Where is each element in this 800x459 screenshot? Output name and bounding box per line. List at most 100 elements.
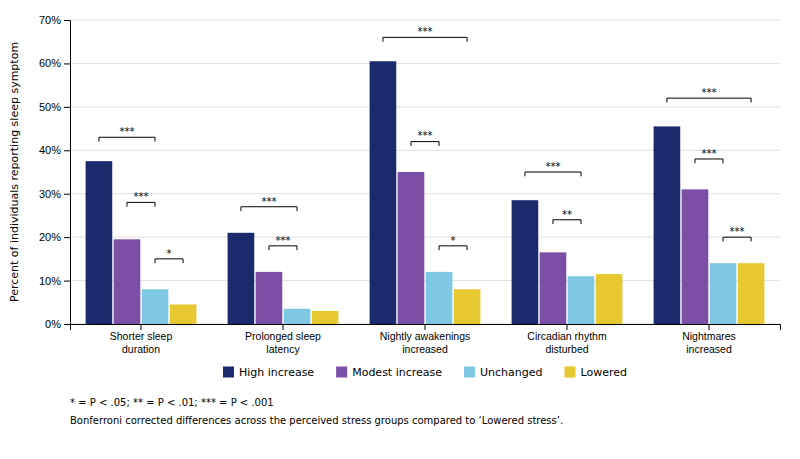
legend-label: Lowered bbox=[581, 366, 627, 379]
bracket: ** bbox=[553, 209, 581, 225]
legend-item: Lowered bbox=[565, 366, 627, 379]
y-tick-label: 40% bbox=[39, 144, 61, 156]
bracket-line bbox=[99, 137, 155, 141]
y-tick-label: 50% bbox=[39, 101, 61, 113]
y-tick: 40% bbox=[39, 144, 70, 156]
x-tick-label-line: latency bbox=[266, 343, 300, 355]
y-tick-label: 60% bbox=[39, 57, 61, 69]
bracket: *** bbox=[723, 226, 751, 242]
x-tick-label-line: Prolonged sleep bbox=[245, 330, 321, 342]
bracket-label: *** bbox=[276, 235, 291, 246]
bracket-line bbox=[723, 237, 751, 241]
bracket-line bbox=[695, 159, 723, 163]
bracket-line bbox=[155, 259, 183, 263]
legend-swatch bbox=[565, 367, 576, 378]
bracket: *** bbox=[525, 161, 581, 177]
grid-line bbox=[70, 63, 780, 64]
chart: 0%10%20%30%40%50%60%70%Shorter sleepdura… bbox=[0, 0, 800, 459]
x-tick: Circadian rhythmdisturbed bbox=[527, 324, 607, 355]
bar bbox=[142, 289, 169, 324]
bar bbox=[568, 276, 595, 324]
y-tick-label: 30% bbox=[39, 188, 61, 200]
x-tick-mark bbox=[709, 324, 710, 330]
bar bbox=[596, 274, 623, 324]
x-tick-mark bbox=[425, 324, 426, 330]
y-tick-mark bbox=[64, 194, 70, 195]
bar bbox=[256, 272, 283, 324]
bracket-line bbox=[127, 202, 155, 206]
legend-swatch bbox=[223, 367, 234, 378]
y-tick: 50% bbox=[39, 101, 70, 113]
y-tick-mark bbox=[64, 63, 70, 64]
bracket-label: *** bbox=[545, 161, 560, 172]
legend-swatch bbox=[464, 367, 475, 378]
bar bbox=[654, 126, 681, 324]
grid-line bbox=[70, 106, 780, 107]
bar bbox=[710, 263, 737, 324]
bracket-label: *** bbox=[261, 196, 276, 207]
bracket: * bbox=[439, 235, 467, 251]
bracket-label: *** bbox=[702, 148, 717, 159]
bracket-line bbox=[383, 37, 467, 41]
y-axis-line bbox=[64, 21, 71, 325]
bracket: *** bbox=[695, 148, 723, 164]
bracket-label: * bbox=[167, 248, 172, 259]
bracket-label: *** bbox=[702, 87, 717, 98]
bracket-label: *** bbox=[730, 226, 745, 237]
footnote: Bonferroni corrected differences across … bbox=[70, 415, 563, 426]
bracket-label: ** bbox=[562, 209, 572, 220]
y-tick-mark bbox=[64, 281, 70, 282]
bracket: *** bbox=[383, 26, 467, 42]
legend-label: Modest increase bbox=[352, 366, 442, 379]
x-axis: Shorter sleepduration Prolonged sleeplate… bbox=[71, 324, 781, 355]
x-tick-label: Shorter sleepduration bbox=[110, 330, 173, 355]
bracket-line bbox=[667, 98, 751, 102]
x-axis-line bbox=[71, 325, 781, 331]
x-tick: Nightmaresincreased bbox=[682, 324, 736, 355]
bracket-line bbox=[241, 207, 297, 211]
x-tick-label-line: duration bbox=[122, 343, 160, 355]
bar bbox=[86, 161, 113, 324]
x-tick-label: Prolonged sleeplatency bbox=[245, 330, 321, 355]
bar-series bbox=[142, 263, 737, 324]
grid bbox=[70, 20, 780, 324]
bar-series bbox=[86, 61, 681, 324]
legend: High increaseModest increaseUnchangedLow… bbox=[223, 366, 627, 379]
bracket: *** bbox=[99, 126, 155, 142]
grid-line bbox=[70, 20, 780, 21]
footnotes: * = P < .05; ** = P < .01; *** = P < .00… bbox=[70, 397, 563, 426]
bar bbox=[426, 272, 453, 324]
plot: 0%10%20%30%40%50%60%70%Shorter sleepdura… bbox=[39, 14, 781, 355]
y-tick-label: 0% bbox=[45, 318, 61, 330]
x-tick: Nightly awakeningsincreased bbox=[380, 324, 470, 355]
y-tick-mark bbox=[64, 324, 70, 325]
bar bbox=[114, 239, 141, 324]
y-tick: 30% bbox=[39, 188, 70, 200]
x-tick-mark bbox=[567, 324, 568, 330]
bracket-line bbox=[439, 246, 467, 250]
bar bbox=[370, 61, 397, 324]
x-tick-mark bbox=[141, 324, 142, 330]
bar bbox=[228, 233, 255, 324]
bracket: * bbox=[155, 248, 183, 264]
bracket-label: *** bbox=[418, 130, 433, 141]
x-tick-label-line: increased bbox=[686, 343, 732, 355]
bar bbox=[170, 304, 197, 324]
x-tick-label-line: disturbed bbox=[545, 343, 588, 355]
bar-series bbox=[170, 263, 765, 324]
bar bbox=[512, 200, 539, 324]
bracket: *** bbox=[269, 235, 297, 251]
significance-brackets: ********************************** bbox=[99, 26, 751, 263]
bar bbox=[284, 309, 311, 324]
legend-label: High increase bbox=[239, 366, 314, 379]
bracket: *** bbox=[241, 196, 297, 212]
y-axis: 0%10%20%30%40%50%60%70% bbox=[39, 14, 71, 330]
bar bbox=[682, 189, 709, 324]
x-tick-label-line: Circadian rhythm bbox=[527, 330, 607, 342]
bracket-line bbox=[269, 246, 297, 250]
y-tick: 20% bbox=[39, 231, 70, 243]
y-tick-mark bbox=[64, 150, 70, 151]
x-tick-label-line: increased bbox=[402, 343, 448, 355]
bar bbox=[540, 252, 567, 324]
bracket: *** bbox=[411, 130, 439, 146]
